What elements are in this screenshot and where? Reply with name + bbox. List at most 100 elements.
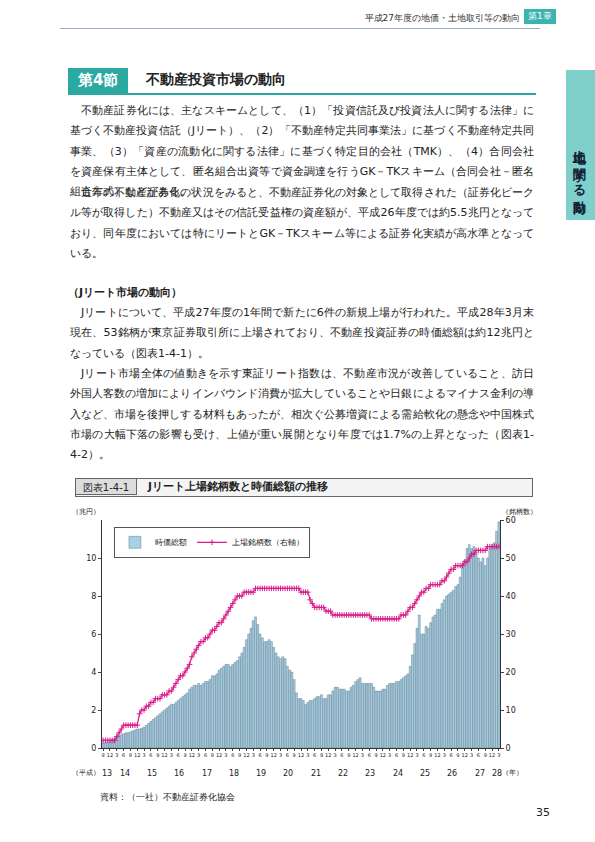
html-text:不動産投資市場の動向: 不動産投資市場の動向: [146, 71, 286, 87]
svg-text:3: 3: [443, 752, 446, 758]
html-text:近年の不動産証券化の状況をみると、不動産証券化の対象として取: 近年の不動産証券化の状況をみると、不動産証券化の対象として取得された（証券化ビー…: [70, 186, 534, 260]
svg-text:9: 9: [456, 752, 459, 758]
svg-text:12: 12: [161, 752, 167, 758]
svg-text:0: 0: [91, 744, 96, 753]
svg-text:12: 12: [134, 752, 140, 758]
svg-text:3: 3: [497, 752, 500, 758]
svg-text:9: 9: [374, 752, 377, 758]
svg-text:12: 12: [271, 752, 277, 758]
svg-text:6: 6: [368, 752, 371, 758]
svg-text:6: 6: [91, 630, 96, 639]
svg-text:16: 16: [174, 769, 184, 778]
svg-text:6: 6: [313, 752, 316, 758]
svg-text:12: 12: [325, 752, 331, 758]
svg-text:12: 12: [298, 752, 304, 758]
svg-text:3: 3: [361, 752, 364, 758]
svg-text:20: 20: [506, 668, 516, 677]
svg-text:30: 30: [506, 630, 516, 639]
svg-text:12: 12: [107, 752, 113, 758]
svg-text:12: 12: [216, 752, 222, 758]
svg-text:12: 12: [489, 752, 495, 758]
svg-text:（年）: （年）: [502, 769, 523, 777]
svg-text:17: 17: [202, 769, 212, 778]
html-text:Jリート市場全体の値動きを示す東証リート指数は、不動産市況が: Jリート市場全体の値動きを示す東証リート指数は、不動産市況が改善していること、訪…: [70, 367, 534, 462]
svg-text:3: 3: [415, 752, 418, 758]
html-text:不動産証券化には、主なスキームとして、（1）「投資信託及び投: 不動産証券化には、主なスキームとして、（1）「投資信託及び投資法人に関する法律」…: [70, 104, 534, 199]
svg-text:14: 14: [120, 769, 130, 778]
svg-text:3: 3: [142, 752, 145, 758]
svg-text:9: 9: [238, 752, 241, 758]
svg-text:60: 60: [506, 516, 516, 525]
svg-text:時価総額: 時価総額: [155, 538, 187, 547]
svg-text:21: 21: [311, 769, 321, 778]
svg-text:6: 6: [177, 752, 180, 758]
svg-text:6: 6: [340, 752, 343, 758]
svg-text:6: 6: [422, 752, 425, 758]
svg-text:12: 12: [189, 752, 195, 758]
html-text:Jリートについて、平成27年度の1年間で新たに6件の新規上場: Jリートについて、平成27年度の1年間で新たに6件の新規上場が行われた。平成28…: [70, 306, 534, 360]
svg-text:3: 3: [115, 752, 118, 758]
svg-text:9: 9: [129, 752, 132, 758]
svg-text:3: 3: [252, 752, 255, 758]
svg-text:9: 9: [320, 752, 323, 758]
svg-text:12: 12: [352, 752, 358, 758]
svg-text:6: 6: [286, 752, 289, 758]
svg-text:9: 9: [265, 752, 268, 758]
svg-text:4: 4: [91, 668, 96, 677]
svg-text:3: 3: [224, 752, 227, 758]
svg-text:6: 6: [477, 752, 480, 758]
svg-text:8: 8: [91, 592, 96, 601]
svg-text:3: 3: [279, 752, 282, 758]
svg-text:25: 25: [420, 769, 430, 778]
svg-text:9: 9: [429, 752, 432, 758]
svg-text:3: 3: [470, 752, 473, 758]
svg-text:9: 9: [156, 752, 159, 758]
svg-text:3: 3: [334, 752, 337, 758]
svg-text:上場銘柄数（右軸）: 上場銘柄数（右軸）: [232, 538, 304, 547]
svg-text:9: 9: [293, 752, 296, 758]
svg-text:6: 6: [149, 752, 152, 758]
svg-text:9: 9: [402, 752, 405, 758]
svg-text:6: 6: [122, 752, 125, 758]
svg-text:10: 10: [86, 554, 96, 563]
svg-text:（兆円）: （兆円）: [72, 508, 100, 516]
svg-text:（銘柄数）: （銘柄数）: [502, 508, 537, 516]
svg-text:26: 26: [447, 769, 457, 778]
svg-text:19: 19: [256, 769, 266, 778]
svg-text:22: 22: [338, 769, 348, 778]
svg-text:9: 9: [484, 752, 487, 758]
svg-text:（平成）: （平成）: [72, 769, 100, 777]
svg-text:3: 3: [197, 752, 200, 758]
svg-text:50: 50: [506, 554, 516, 563]
svg-text:9: 9: [102, 752, 105, 758]
svg-text:12: 12: [462, 752, 468, 758]
svg-text:3: 3: [388, 752, 391, 758]
svg-text:9: 9: [211, 752, 214, 758]
svg-text:15: 15: [147, 769, 157, 778]
svg-text:40: 40: [506, 592, 516, 601]
svg-text:28: 28: [492, 769, 502, 778]
svg-text:3: 3: [170, 752, 173, 758]
svg-text:12: 12: [243, 752, 249, 758]
svg-text:23: 23: [365, 769, 375, 778]
svg-text:9: 9: [183, 752, 186, 758]
svg-text:6: 6: [204, 752, 207, 758]
svg-text:12: 12: [434, 752, 440, 758]
svg-text:13: 13: [102, 769, 112, 778]
svg-text:6: 6: [231, 752, 234, 758]
svg-text:20: 20: [283, 769, 293, 778]
svg-text:6: 6: [258, 752, 261, 758]
svg-text:6: 6: [450, 752, 453, 758]
html-text:第4節: 第4節: [78, 71, 119, 89]
svg-text:0: 0: [506, 744, 511, 753]
svg-text:12: 12: [380, 752, 386, 758]
svg-text:27: 27: [475, 769, 485, 778]
svg-text:2: 2: [91, 706, 96, 715]
svg-text:3: 3: [306, 752, 309, 758]
svg-text:6: 6: [395, 752, 398, 758]
svg-text:9: 9: [347, 752, 350, 758]
svg-text:24: 24: [393, 769, 403, 778]
svg-text:12: 12: [407, 752, 413, 758]
svg-text:10: 10: [506, 706, 516, 715]
svg-text:18: 18: [229, 769, 239, 778]
